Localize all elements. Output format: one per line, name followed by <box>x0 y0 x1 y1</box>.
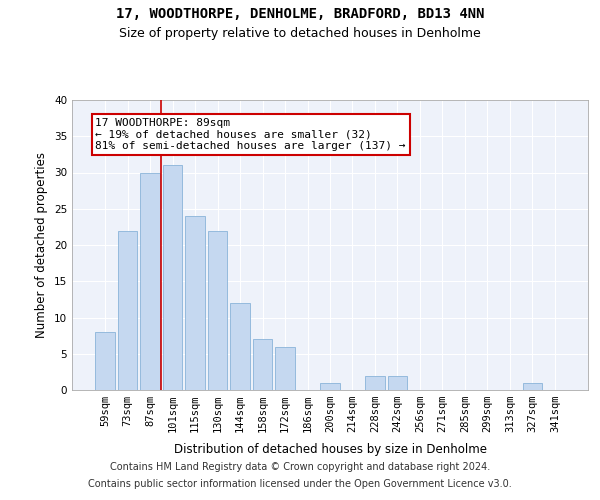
Text: 17 WOODTHORPE: 89sqm
← 19% of detached houses are smaller (32)
81% of semi-detac: 17 WOODTHORPE: 89sqm ← 19% of detached h… <box>95 118 406 152</box>
Bar <box>253 339 272 390</box>
Bar <box>140 172 160 390</box>
Bar <box>275 346 295 390</box>
Y-axis label: Number of detached properties: Number of detached properties <box>35 152 49 338</box>
Bar <box>118 230 137 390</box>
Text: Contains public sector information licensed under the Open Government Licence v3: Contains public sector information licen… <box>88 479 512 489</box>
Bar <box>95 332 115 390</box>
Bar <box>365 376 385 390</box>
Bar <box>523 383 542 390</box>
Bar <box>320 383 340 390</box>
Text: 17, WOODTHORPE, DENHOLME, BRADFORD, BD13 4NN: 17, WOODTHORPE, DENHOLME, BRADFORD, BD13… <box>116 8 484 22</box>
Text: Size of property relative to detached houses in Denholme: Size of property relative to detached ho… <box>119 28 481 40</box>
Bar <box>230 303 250 390</box>
Text: Distribution of detached houses by size in Denholme: Distribution of detached houses by size … <box>173 442 487 456</box>
Text: Contains HM Land Registry data © Crown copyright and database right 2024.: Contains HM Land Registry data © Crown c… <box>110 462 490 472</box>
Bar <box>185 216 205 390</box>
Bar <box>388 376 407 390</box>
Bar <box>163 165 182 390</box>
Bar <box>208 230 227 390</box>
